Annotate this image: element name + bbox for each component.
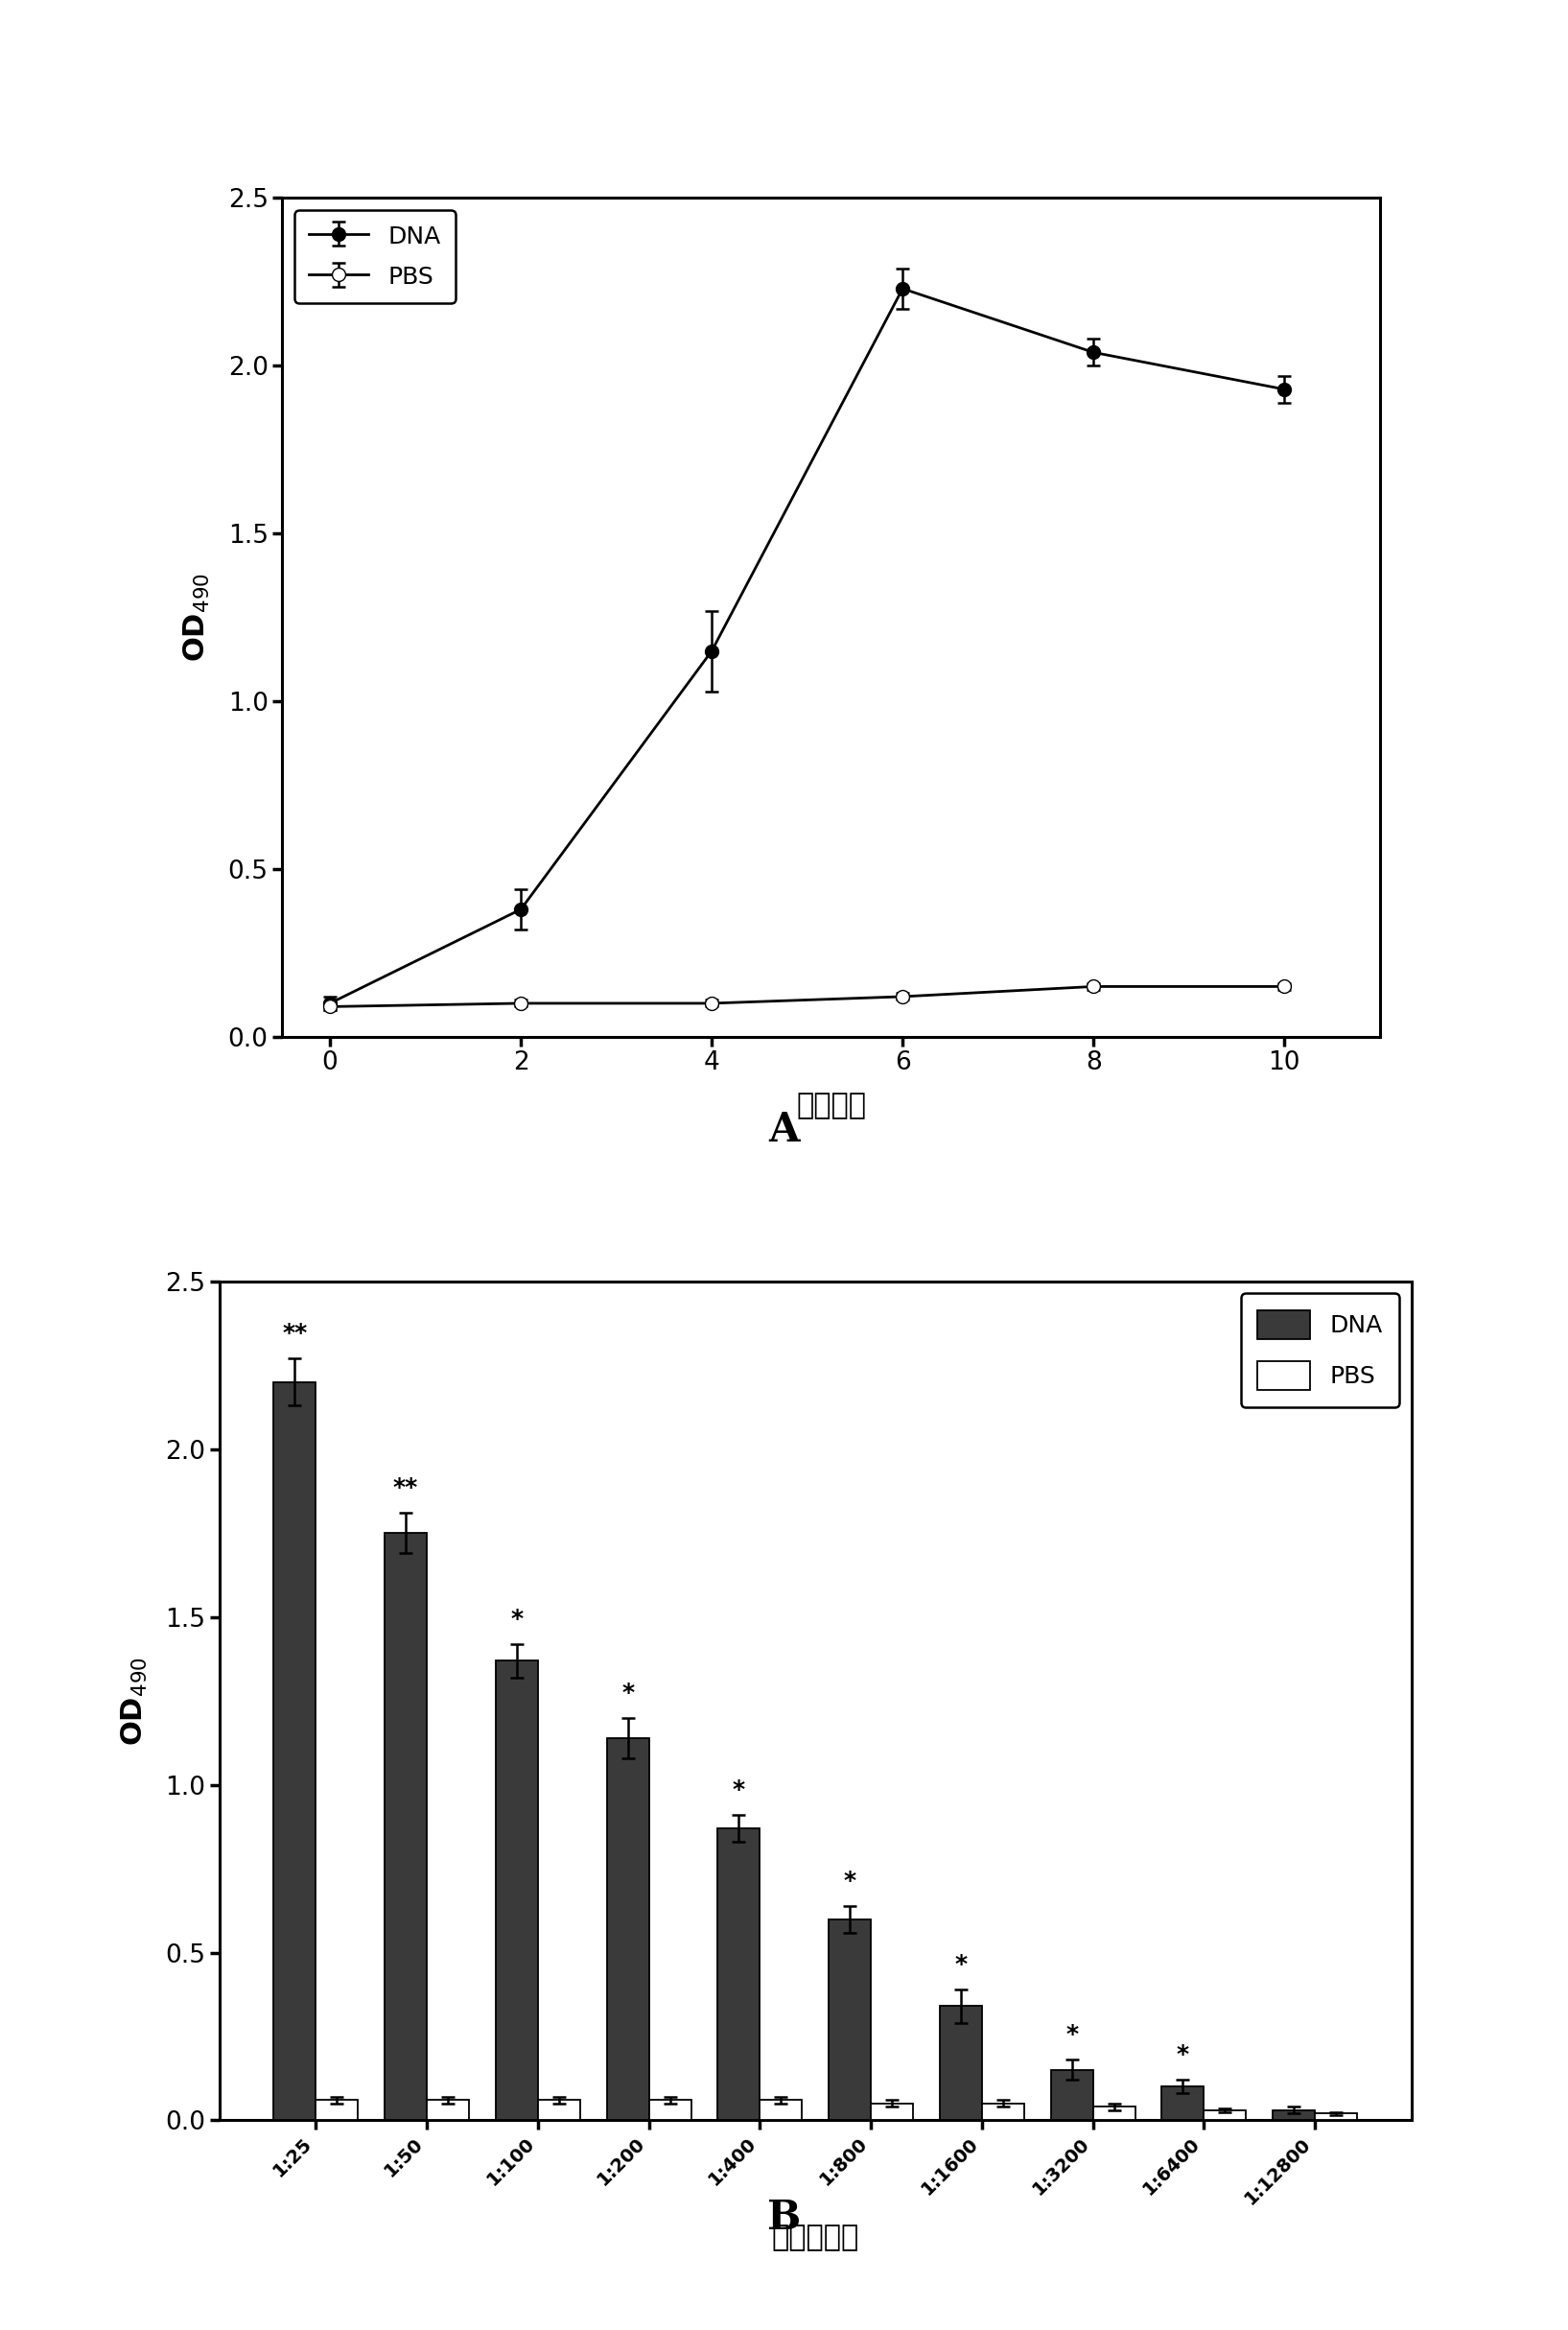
Text: **: ** — [394, 1477, 419, 1501]
Bar — [1093, 2106, 1135, 2120]
Legend: DNA, PBS: DNA, PBS — [1240, 1293, 1399, 1407]
Bar — [607, 1738, 649, 2120]
Bar — [538, 2099, 580, 2120]
Bar — [1316, 2113, 1356, 2120]
Text: *: * — [621, 1682, 633, 1703]
Bar — [982, 2104, 1024, 2120]
Bar — [274, 1382, 315, 2120]
Y-axis label: OD$_{490}$: OD$_{490}$ — [182, 573, 212, 662]
X-axis label: 血清稀释度: 血清稀释度 — [771, 2223, 859, 2251]
Text: *: * — [955, 1953, 967, 1976]
Bar — [939, 2006, 982, 2120]
Text: *: * — [732, 1778, 745, 1801]
Y-axis label: OD$_{490}$: OD$_{490}$ — [119, 1657, 149, 1745]
Text: *: * — [844, 1869, 856, 1892]
X-axis label: 免疫周数: 免疫周数 — [797, 1093, 866, 1121]
Bar — [1051, 2069, 1093, 2120]
Text: B: B — [767, 2197, 801, 2239]
Bar — [828, 1920, 870, 2120]
Text: *: * — [1066, 2022, 1079, 2046]
Bar — [495, 1661, 538, 2120]
Legend: DNA, PBS: DNA, PBS — [295, 210, 455, 303]
Bar — [1162, 2088, 1204, 2120]
Text: **: ** — [282, 1321, 307, 1344]
Bar — [315, 2099, 358, 2120]
Bar — [649, 2099, 691, 2120]
Bar — [1204, 2111, 1247, 2120]
Text: *: * — [511, 1608, 524, 1631]
Text: A: A — [768, 1109, 800, 1151]
Bar — [384, 1533, 426, 2120]
Bar — [426, 2099, 469, 2120]
Bar — [1273, 2111, 1316, 2120]
Bar — [870, 2104, 913, 2120]
Text: *: * — [1176, 2043, 1189, 2067]
Bar — [760, 2099, 803, 2120]
Bar — [718, 1829, 760, 2120]
